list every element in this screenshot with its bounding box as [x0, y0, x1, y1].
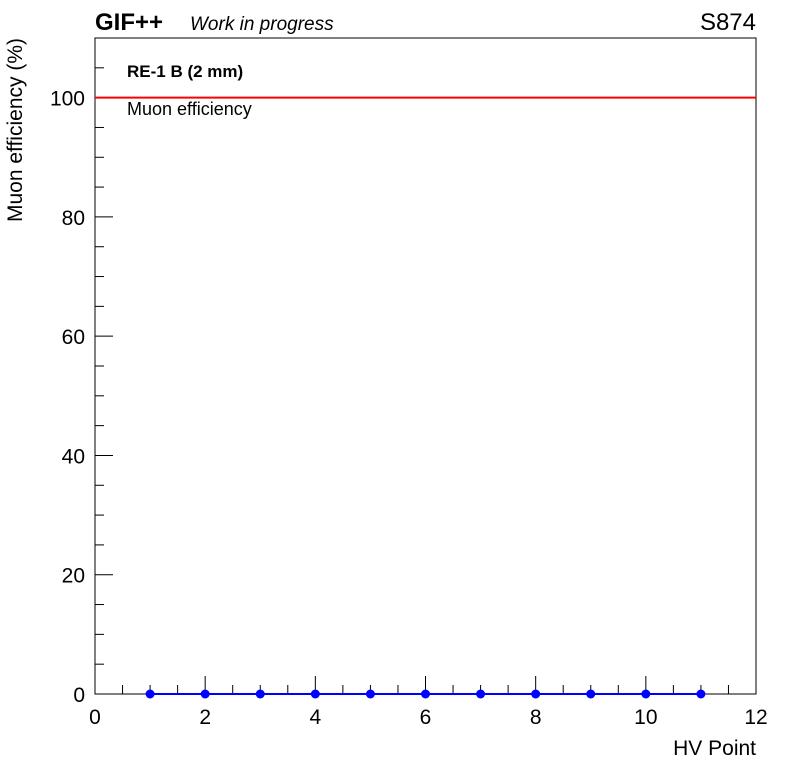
data-point	[586, 689, 596, 699]
data-point	[476, 689, 486, 699]
x-tick-label: 0	[89, 706, 101, 729]
data-point	[200, 689, 210, 699]
chamber-annotation: RE-1 B (2 mm)	[127, 62, 243, 81]
x-axis: 0 2 4 6 8 10 12	[89, 676, 768, 729]
x-tick-label: 10	[634, 706, 657, 729]
y-tick-label: 0	[73, 684, 85, 707]
y-axis-title: Muon efficiency (%)	[4, 38, 27, 222]
y-tick-label: 20	[62, 565, 85, 588]
data-point	[696, 689, 706, 699]
run-id-label: S874	[700, 9, 756, 36]
data-point	[531, 689, 541, 699]
y-axis: 0 20 40 60 80 100	[50, 37, 113, 707]
y-tick-label: 100	[50, 88, 85, 111]
x-axis-title: HV Point	[673, 737, 756, 760]
data-point	[641, 689, 651, 699]
data-point	[310, 689, 320, 699]
data-point	[421, 689, 430, 699]
plot-frame	[94, 37, 757, 695]
status-label: Work in progress	[190, 14, 334, 35]
data-point	[255, 689, 265, 699]
experiment-label: GIF++	[95, 9, 163, 36]
series-layer	[145, 689, 706, 699]
data-point	[365, 689, 375, 699]
x-tick-label: 4	[309, 706, 321, 729]
y-tick-label: 80	[62, 207, 85, 230]
x-tick-label: 12	[744, 706, 767, 729]
data-point	[145, 689, 155, 699]
reference-line-label: Muon efficiency	[127, 99, 252, 119]
y-tick-label: 60	[62, 326, 85, 349]
y-tick-label: 40	[62, 445, 85, 468]
x-tick-label: 6	[420, 706, 432, 729]
x-tick-label: 8	[530, 706, 542, 729]
x-tick-label: 2	[199, 706, 211, 729]
